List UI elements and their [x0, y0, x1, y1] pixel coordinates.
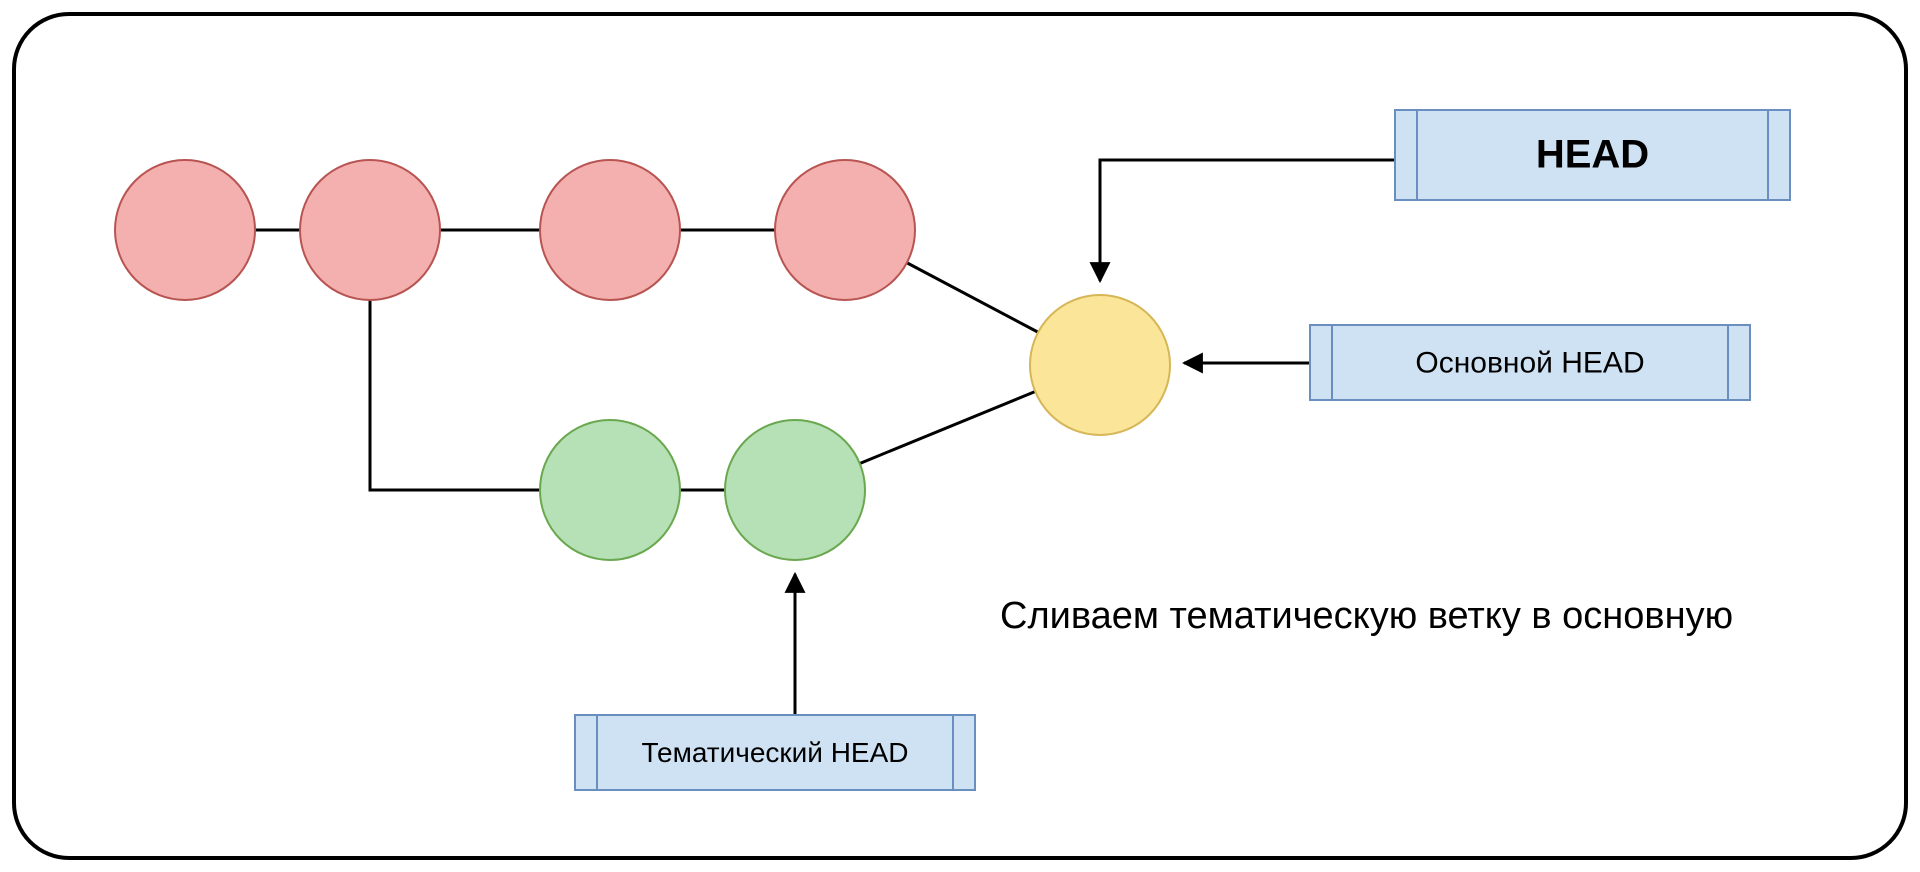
- commit-node-t2: [725, 420, 865, 560]
- diagram-canvas: HEAD Основной HEAD Тематический HEAD Слива…: [0, 0, 1920, 872]
- commit-node-m1: [115, 160, 255, 300]
- label-text-topic: Тематический HEAD: [641, 737, 908, 768]
- commit-node-mc: [1030, 295, 1170, 435]
- label-box-main: Основной HEAD: [1310, 325, 1750, 400]
- diagram-caption: Сливаем тематическую ветку в основную: [1000, 595, 1733, 637]
- label-box-topic: Тематический HEAD: [575, 715, 975, 790]
- label-text-head: HEAD: [1536, 133, 1649, 177]
- label-text-main: Основной HEAD: [1415, 346, 1644, 379]
- commit-node-m4: [775, 160, 915, 300]
- label-box-head: HEAD: [1395, 110, 1790, 200]
- git-merge-diagram: HEAD Основной HEAD Тематический HEAD Слива…: [0, 0, 1920, 872]
- commit-node-t1: [540, 420, 680, 560]
- commit-node-m3: [540, 160, 680, 300]
- commit-node-m2: [300, 160, 440, 300]
